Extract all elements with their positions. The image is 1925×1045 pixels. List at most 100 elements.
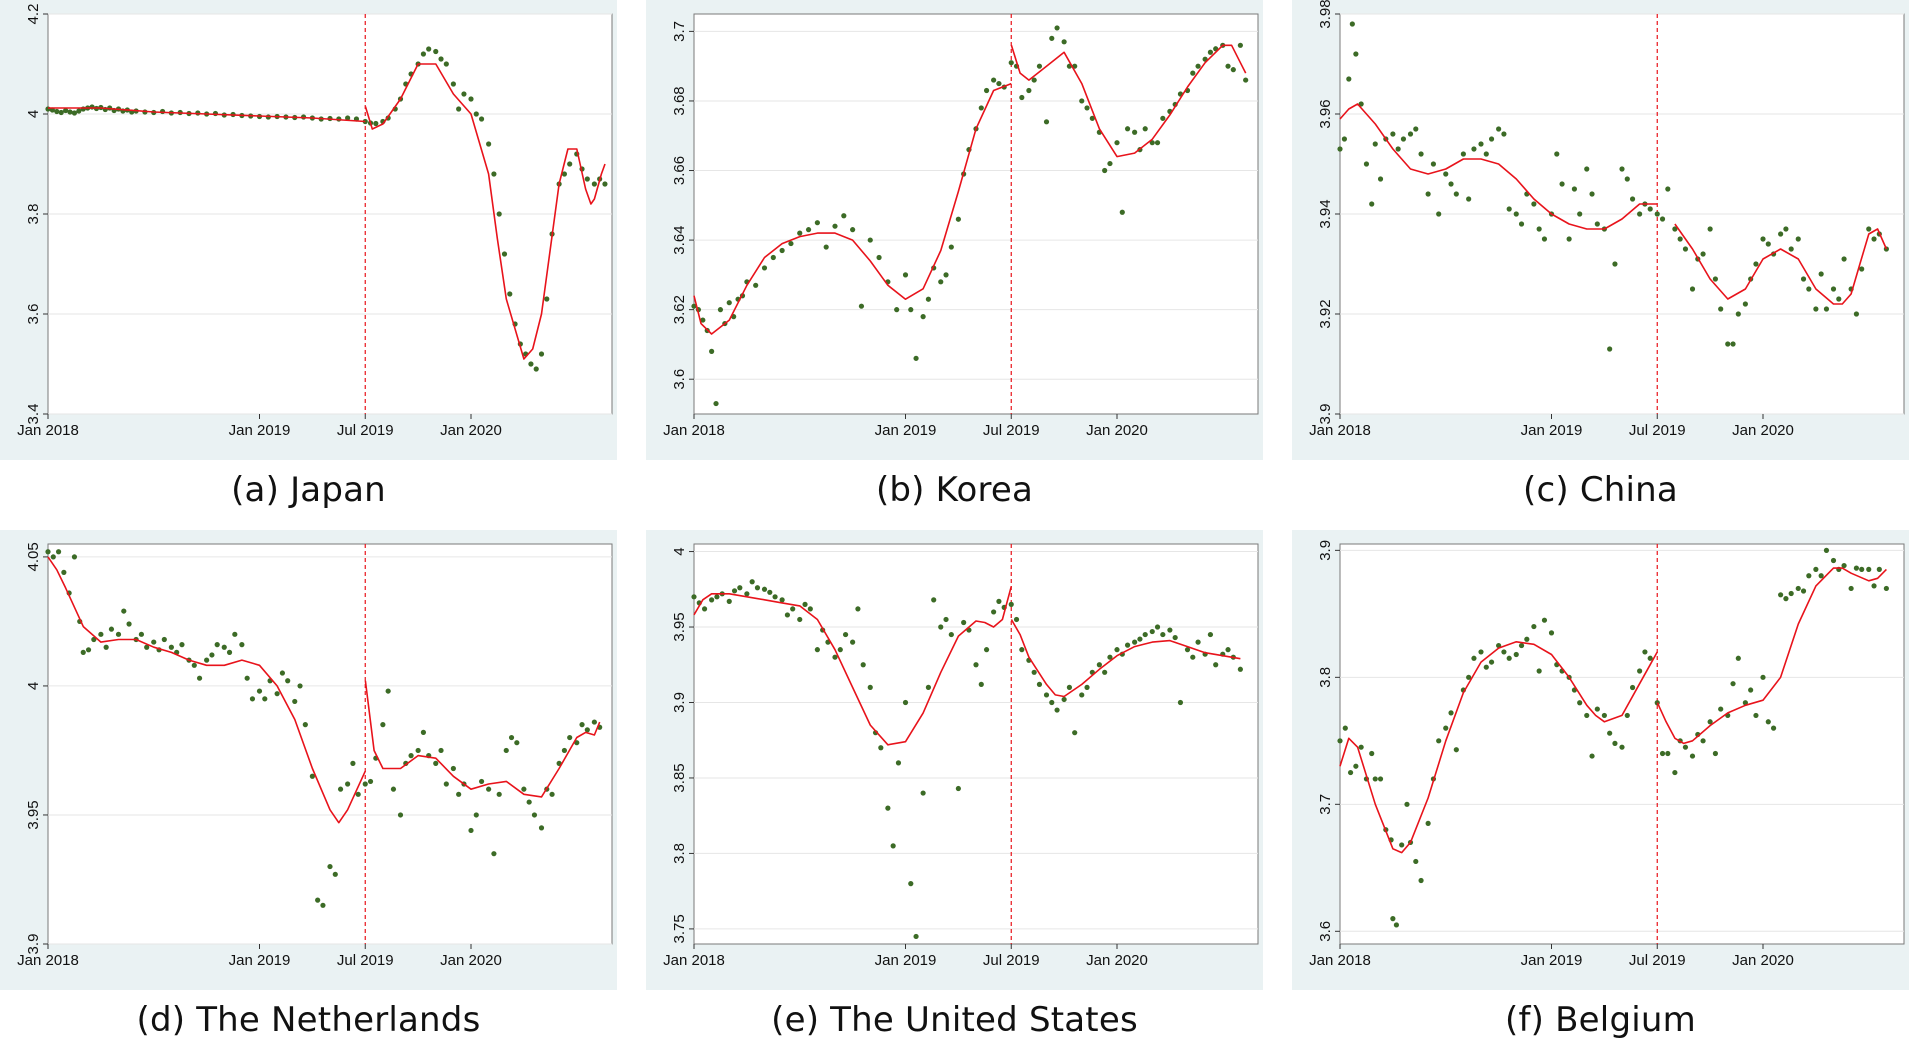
data-point (285, 678, 291, 684)
data-point (1848, 585, 1854, 592)
chart-panel: 3.75 3.8 3.85 3.9 3.95 4 Jan 2018 Jan 2019 Jul 2… (646, 530, 1263, 990)
data-point (1654, 211, 1660, 217)
x-tick-label: Jan 2020 (1086, 422, 1148, 439)
fit-line-post (364, 680, 601, 798)
data-point (1418, 877, 1424, 884)
data-point (1471, 146, 1477, 152)
data-point (1665, 186, 1671, 192)
data-point (561, 747, 568, 754)
data-point (1760, 236, 1766, 242)
data-point (1501, 131, 1507, 137)
data-point (955, 785, 961, 792)
data-point (754, 585, 761, 591)
data-point (297, 683, 303, 689)
data-point (744, 591, 750, 597)
data-point (1853, 311, 1860, 317)
y-tick-label: 3.98 (1317, 0, 1334, 29)
data-point (221, 644, 227, 650)
data-point (1395, 146, 1401, 152)
data-point (1619, 744, 1625, 750)
data-point (1506, 655, 1512, 661)
data-point (996, 598, 1002, 604)
data-point (1466, 674, 1472, 680)
data-point (753, 282, 759, 288)
y-tick-label: 3.95 (671, 612, 688, 641)
data-point (579, 722, 585, 728)
data-point (151, 639, 157, 645)
data-point (1043, 692, 1050, 698)
data-point (1466, 196, 1472, 202)
data-point (397, 812, 404, 818)
chart-svg: 3.6 3.7 3.8 3.9 Jan 2018 Jan 2019 Jul 2019 Jan … (1309, 540, 1905, 969)
x-tick-label: Jan 2018 (663, 952, 725, 969)
y-tick-label: 3.7 (671, 21, 688, 42)
data-point (468, 827, 474, 834)
y-tick-label: 3.8 (25, 204, 42, 225)
fit-line-pre (693, 82, 1012, 335)
data-point (1107, 654, 1113, 660)
data-point (320, 902, 326, 908)
data-point (991, 77, 997, 83)
data-point (1647, 655, 1653, 661)
data-point (138, 631, 145, 637)
data-point (842, 631, 849, 638)
data-point (1079, 692, 1085, 698)
data-point (691, 303, 697, 309)
y-tick-label: 3.96 (1317, 99, 1334, 128)
data-point (1413, 858, 1419, 865)
x-tick-label: Jan 2018 (17, 952, 79, 969)
data-point (1066, 684, 1073, 690)
y-tick-label: 3.9 (671, 692, 688, 713)
data-point (538, 825, 545, 831)
data-point (1390, 916, 1396, 922)
data-point (1501, 649, 1507, 655)
data-point (1377, 176, 1384, 182)
data-point (788, 240, 794, 247)
plot-area (47, 543, 613, 945)
x-tick-label: Jan 2018 (1309, 422, 1371, 439)
data-point (1225, 63, 1231, 69)
data-point (433, 760, 439, 766)
data-point (1142, 631, 1148, 638)
y-tick-label: 3.7 (1317, 794, 1334, 815)
data-point (1393, 922, 1399, 928)
data-point (770, 254, 776, 261)
data-point (772, 594, 778, 600)
data-point (1342, 725, 1348, 731)
data-point (1612, 261, 1618, 267)
data-point (1190, 654, 1196, 660)
data-point (567, 161, 573, 167)
data-point (80, 106, 86, 112)
data-point (443, 61, 449, 67)
y-tick-label: 3.75 (671, 914, 688, 943)
data-point (244, 675, 250, 681)
data-point (279, 670, 286, 676)
data-point (902, 272, 909, 278)
data-point (713, 400, 719, 407)
data-point (709, 348, 715, 354)
data-point (1346, 76, 1352, 82)
data-point (309, 773, 315, 779)
data-point (850, 227, 856, 233)
plot-area (1339, 543, 1905, 945)
x-tick-label: Jul 2019 (983, 422, 1040, 439)
data-point (1629, 196, 1636, 202)
data-point (978, 105, 984, 111)
data-point (538, 351, 545, 357)
data-point (204, 657, 210, 663)
panel-caption: (a) Japan (231, 470, 386, 510)
data-point (302, 722, 308, 728)
data-point (978, 681, 984, 687)
data-point (895, 760, 902, 766)
data-point (1778, 231, 1784, 237)
data-point (1172, 634, 1178, 641)
data-point (749, 579, 755, 585)
data-point (561, 171, 568, 177)
data-point (1760, 674, 1766, 680)
data-point (61, 569, 67, 575)
data-point (737, 585, 743, 591)
data-point (1483, 664, 1489, 670)
data-point (1243, 77, 1249, 83)
data-point (1637, 211, 1643, 217)
chart-panel: 3.4 3.6 3.8 4 4.2 Jan 2018 Jan 2019 Jul 2019 Jan… (0, 0, 617, 460)
